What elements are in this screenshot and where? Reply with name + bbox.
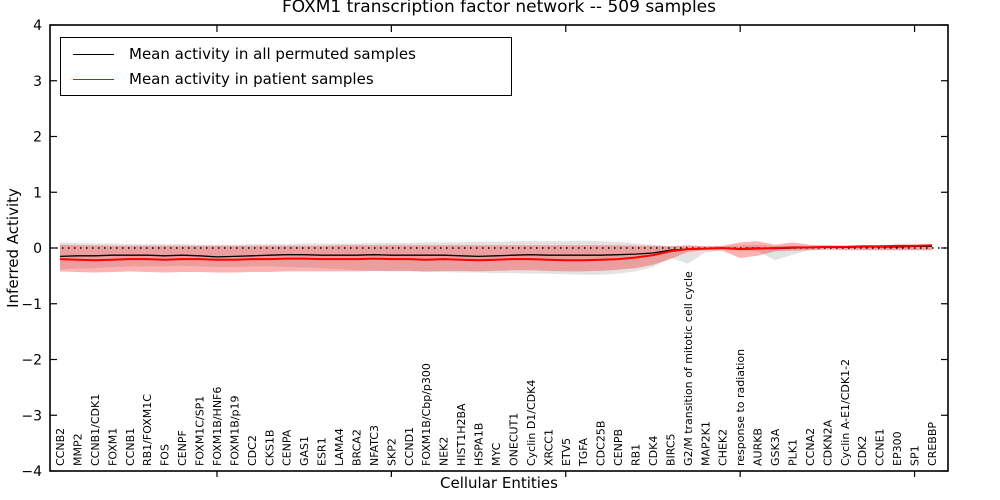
x-category-label: ETV5 bbox=[560, 438, 573, 466]
x-category-label: NEK2 bbox=[438, 437, 451, 466]
mean-line-patient bbox=[59, 244, 933, 262]
x-category-label: BRCA2 bbox=[350, 429, 363, 466]
legend-label-patient: Mean activity in patient samples bbox=[129, 70, 374, 88]
patient-confidence-band bbox=[60, 241, 932, 273]
x-category-label: PLK1 bbox=[786, 439, 799, 466]
legend-item-patient: Mean activity in patient samples bbox=[73, 70, 511, 88]
x-category-label: CDK4 bbox=[647, 436, 660, 466]
x-category-label: SKP2 bbox=[385, 438, 398, 466]
x-category-label: CDK2 bbox=[856, 436, 869, 466]
x-category-label: ESR1 bbox=[316, 437, 329, 466]
chart-title: FOXM1 transcription factor network -- 50… bbox=[282, 0, 716, 17]
x-category-label: CCNB1/CDK1 bbox=[89, 394, 102, 466]
legend: Mean activity in all permuted samples Me… bbox=[60, 37, 512, 96]
x-category-label: BIRC5 bbox=[664, 433, 677, 466]
y-tick-label: 0 bbox=[33, 241, 42, 257]
x-category-label: SP1 bbox=[909, 445, 922, 466]
x-category-label: CCNA2 bbox=[804, 428, 817, 466]
x-category-label: MYC bbox=[490, 442, 503, 466]
x-category-label: AURKB bbox=[752, 428, 765, 466]
x-category-label: LAMA4 bbox=[333, 428, 346, 466]
x-category-label: NFATC3 bbox=[368, 425, 381, 466]
x-category-label: Cyclin A-E1/CDK1-2 bbox=[839, 359, 852, 466]
x-category-label: CDKN2A bbox=[821, 419, 834, 466]
x-category-label: CDC25B bbox=[595, 421, 608, 466]
x-category-label: G2/M transition of mitotic cell cycle bbox=[682, 271, 695, 466]
x-category-label: TGFA bbox=[577, 437, 590, 467]
x-category-label: MAP2K1 bbox=[699, 421, 712, 466]
legend-label-permuted: Mean activity in all permuted samples bbox=[129, 45, 416, 63]
x-category-label: FOS bbox=[159, 444, 172, 466]
x-category-label: GAS1 bbox=[298, 436, 311, 466]
x-category-label: CKS1B bbox=[263, 430, 276, 466]
y-tick-label: 1 bbox=[33, 185, 42, 201]
y-tick-label: −3 bbox=[21, 408, 42, 424]
x-category-label: RB1 bbox=[630, 444, 643, 466]
x-category-label: HIST1H2BA bbox=[455, 403, 468, 466]
x-category-label: CCND1 bbox=[403, 427, 416, 466]
y-tick-label: −1 bbox=[21, 297, 42, 313]
legend-item-permuted: Mean activity in all permuted samples bbox=[73, 45, 511, 63]
x-category-label: CCNB2 bbox=[54, 428, 67, 466]
permuted-line-sample-icon bbox=[73, 53, 114, 55]
patient-line-sample-icon bbox=[73, 78, 114, 80]
y-tick-label: 2 bbox=[33, 130, 42, 146]
x-category-label: RB1/FOXM1C bbox=[141, 394, 154, 466]
x-category-label: FOXM1 bbox=[106, 428, 119, 466]
y-tick-label: −4 bbox=[21, 464, 42, 480]
x-category-label: CCNB1 bbox=[124, 428, 137, 466]
x-category-label: CENPB bbox=[612, 429, 625, 466]
x-category-label: CENPA bbox=[281, 429, 294, 466]
x-category-label: CENPF bbox=[176, 430, 189, 466]
x-category-label: HSPA1B bbox=[473, 423, 486, 466]
x-category-label: MMP2 bbox=[71, 433, 84, 466]
x-category-label: Cyclin D1/CDK4 bbox=[525, 380, 538, 466]
x-category-label: FOXM1B/p19 bbox=[228, 395, 241, 466]
x-category-label: CREBBP bbox=[926, 422, 939, 466]
x-category-label: ONECUT1 bbox=[507, 413, 520, 466]
x-category-label: CHEK2 bbox=[717, 429, 730, 466]
x-category-label: FOXM1B/Cbp/p300 bbox=[420, 363, 433, 466]
x-category-label: response to radiation bbox=[734, 349, 747, 466]
x-category-label: GSK3A bbox=[769, 428, 782, 466]
y-axis-label: Inferred Activity bbox=[4, 188, 22, 308]
x-category-label: CDC2 bbox=[246, 435, 259, 466]
x-axis-label: Cellular Entities bbox=[440, 474, 558, 492]
x-category-label: FOXM1B/HNF6 bbox=[211, 387, 224, 466]
x-category-label: FOXM1C/SP1 bbox=[194, 396, 207, 466]
y-tick-label: 3 bbox=[33, 74, 42, 90]
x-category-label: XRCC1 bbox=[542, 429, 555, 466]
y-tick-label: 4 bbox=[33, 18, 42, 34]
y-tick-label: −2 bbox=[21, 353, 42, 369]
x-category-label: EP300 bbox=[891, 431, 904, 466]
x-category-label: CCNE1 bbox=[874, 428, 887, 466]
